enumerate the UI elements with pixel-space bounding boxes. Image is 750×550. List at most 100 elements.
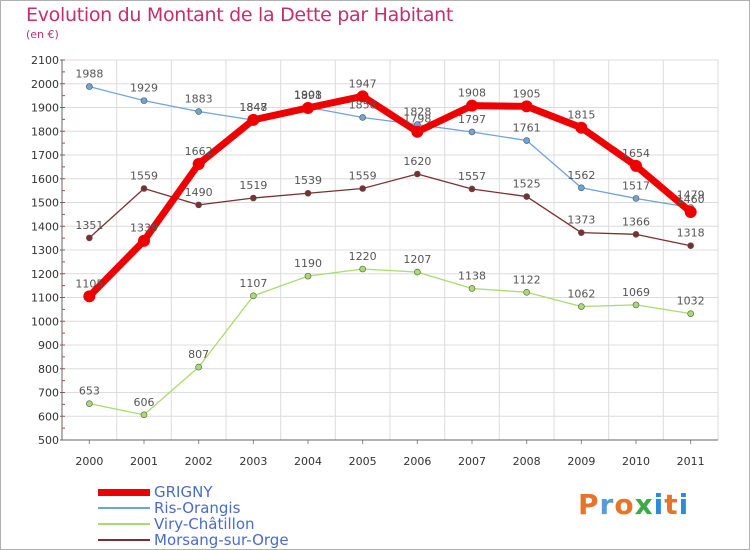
data-point <box>86 83 93 90</box>
legend-label: GRIGNY <box>154 483 213 501</box>
legend-swatch <box>98 507 150 509</box>
data-label: 1351 <box>75 219 103 232</box>
data-point <box>250 292 257 300</box>
data-label: 1517 <box>622 179 650 192</box>
data-label: 1905 <box>513 87 541 100</box>
legend-item: Morsang-sur-Orge <box>98 531 289 549</box>
x-tick-label: 2003 <box>239 455 267 468</box>
legend: GRIGNY Ris-Orangis Viry-Châtillon Morsang-s… <box>98 483 289 549</box>
data-label: 1883 <box>185 93 213 106</box>
data-label: 1901 <box>294 88 322 101</box>
data-label: 1373 <box>567 214 595 227</box>
series-line-grigny <box>85 92 695 300</box>
data-label: 1062 <box>567 288 595 301</box>
data-point <box>356 90 369 103</box>
data-label: 1908 <box>458 87 486 100</box>
legend-swatch <box>98 523 150 525</box>
data-label: 1858 <box>349 98 377 111</box>
data-label: 606 <box>134 396 155 409</box>
data-point <box>632 301 640 309</box>
x-tick-label: 2005 <box>349 455 377 468</box>
y-tick-label: 1900 <box>31 102 59 115</box>
data-point <box>414 268 421 276</box>
data-label: 1138 <box>458 269 486 282</box>
data-label: 1815 <box>567 109 595 122</box>
y-tick-label: 1100 <box>31 292 59 305</box>
data-label: 1847 <box>239 101 267 114</box>
data-point <box>302 101 314 114</box>
data-point <box>523 288 530 296</box>
series-line-ris-orangis <box>88 85 692 209</box>
data-point <box>414 170 421 178</box>
series-line-morsang-sur-orge <box>88 173 692 247</box>
data-label: 807 <box>188 348 209 361</box>
data-point <box>195 108 202 115</box>
data-label: 1539 <box>294 174 322 187</box>
data-label: 1122 <box>513 273 541 286</box>
data-point <box>578 303 585 310</box>
legend-label: Viry-Châtillon <box>154 515 255 533</box>
data-label: 1557 <box>458 170 486 183</box>
data-point <box>140 97 148 104</box>
legend-swatch <box>98 539 150 541</box>
data-point <box>468 285 476 292</box>
x-tick-label: 2004 <box>294 455 322 468</box>
series-lines <box>83 83 697 419</box>
data-label: 1190 <box>294 257 322 270</box>
data-label: 1519 <box>239 179 267 192</box>
data-label: 1525 <box>513 178 541 191</box>
legend-item: Viry-Châtillon <box>98 515 289 533</box>
data-label: 1929 <box>130 82 158 95</box>
data-point <box>86 234 93 242</box>
data-label: 1107 <box>239 277 267 290</box>
data-point <box>523 193 530 200</box>
brand-logo: Proxiti <box>578 488 690 521</box>
y-tick-label: 2000 <box>31 78 59 91</box>
data-label: 1105 <box>75 277 103 290</box>
y-tick-label: 1800 <box>31 125 59 138</box>
data-point <box>630 159 642 172</box>
y-tick-label: 1500 <box>31 197 59 210</box>
x-tick-label: 2008 <box>513 455 541 468</box>
y-tick-label: 1000 <box>31 315 59 328</box>
data-point <box>86 400 93 407</box>
y-tick-label: 1700 <box>31 149 59 162</box>
data-label: 1220 <box>349 250 377 263</box>
legend-label: Ris-Orangis <box>154 499 241 517</box>
y-tick-label: 700 <box>38 387 59 400</box>
data-point <box>520 100 533 113</box>
data-label: 1339 <box>130 222 158 235</box>
data-point <box>468 128 476 136</box>
y-tick-label: 2100 <box>31 54 59 67</box>
data-point <box>687 242 694 250</box>
y-tick-label: 1300 <box>31 244 59 257</box>
data-label: 1898 <box>294 89 322 102</box>
data-point <box>632 231 640 238</box>
x-tick-label: 2011 <box>677 455 705 468</box>
data-label: 1460 <box>677 193 705 206</box>
data-label: 1490 <box>185 186 213 199</box>
data-label: 1069 <box>622 286 650 299</box>
data-label: 1559 <box>130 169 158 182</box>
data-labels: 1105 1339 1662 1848 1898 1947 1798 1908 1905 1815… <box>75 68 704 409</box>
y-tick-label: 1200 <box>31 268 59 281</box>
data-label: 1032 <box>677 295 705 308</box>
grid <box>61 59 719 441</box>
data-point <box>195 201 202 209</box>
data-point <box>687 310 694 317</box>
data-point <box>83 290 96 303</box>
data-point <box>523 137 530 144</box>
y-tick-label: 500 <box>38 434 59 447</box>
data-point <box>304 272 312 280</box>
axes: 500 600 700 800 900 1000 1100 1200 1300 1400 1500 1… <box>31 54 718 468</box>
x-tick-label: 2002 <box>185 455 213 468</box>
data-point <box>578 184 585 192</box>
data-label: 1654 <box>622 147 650 160</box>
y-tick-label: 600 <box>38 410 59 423</box>
data-label: 1207 <box>403 253 431 266</box>
data-label: 1620 <box>403 155 431 168</box>
x-tick-label: 2006 <box>403 455 431 468</box>
data-point <box>359 185 366 192</box>
data-point <box>247 113 260 126</box>
